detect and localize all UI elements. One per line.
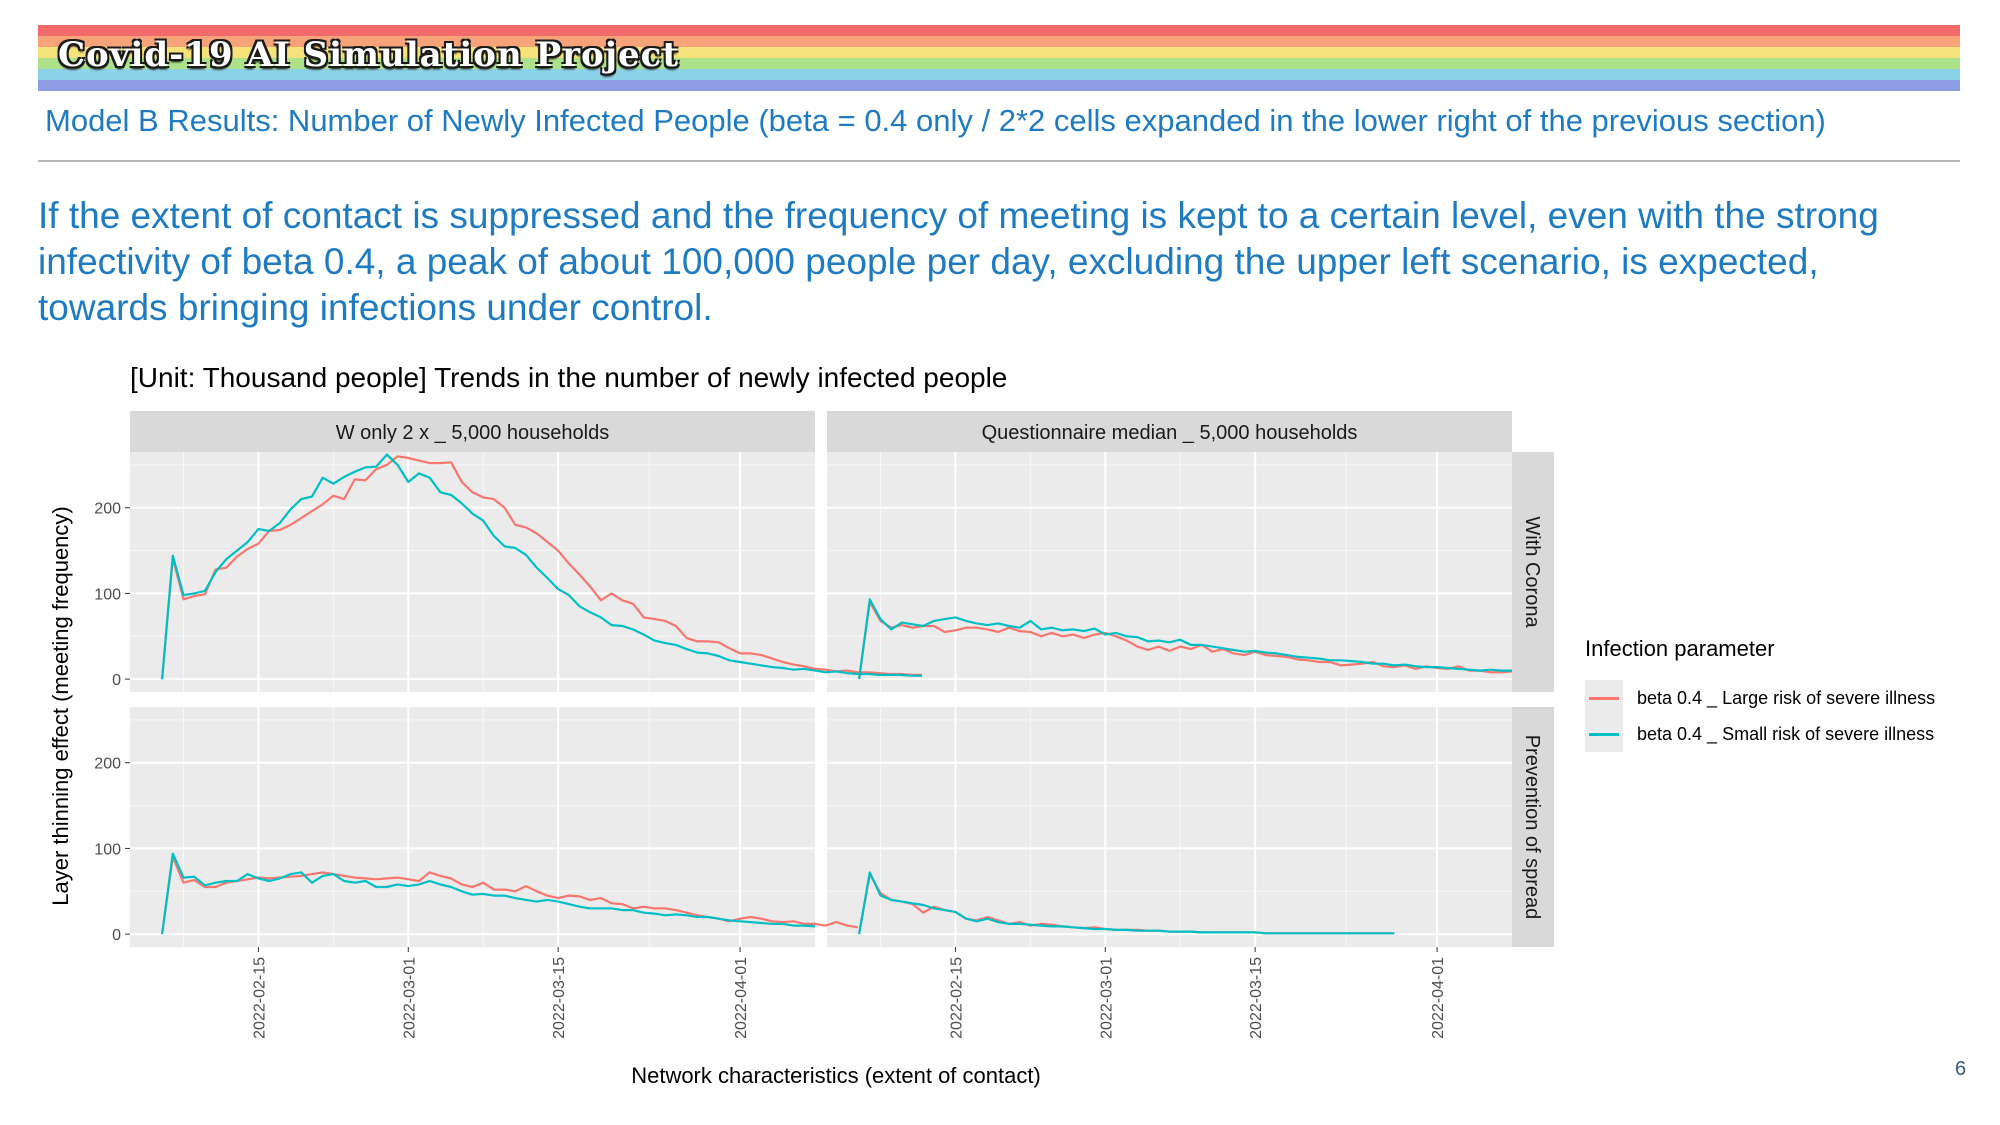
rainbow-banner: Covid-19 AI Simulation Project [38,25,1960,91]
x-tick-label: 2022-04-01 [1430,957,1447,1039]
legend-item: beta 0.4 _ Small risk of severe illness [1585,716,1935,752]
banner-title: Covid-19 AI Simulation Project [58,35,680,75]
facet-strip [827,411,1512,452]
x-tick-label: 2022-03-15 [551,957,568,1039]
series-line [161,455,922,680]
chart-title: [Unit: Thousand people] Trends in the nu… [130,362,1008,393]
facet-strip [130,411,815,452]
legend-key [1585,716,1623,752]
facet-label: With Corona [1521,516,1543,628]
legend-label: beta 0.4 _ Large risk of severe illness [1637,687,1936,708]
x-tick-label: 2022-02-15 [948,957,965,1039]
facet-strip [1512,452,1554,692]
legend-label: beta 0.4 _ Small risk of severe illness [1637,723,1935,744]
y-axis-title: Layer thinning effect (meeting frequency… [48,506,73,906]
slide-subtitle: Model B Results: Number of Newly Infecte… [45,103,1826,138]
x-tick-label: 2022-03-01 [401,957,418,1039]
legend-title: Infection parameter [1585,636,1775,661]
series-line [161,453,922,680]
panel-background [827,707,1512,947]
facet-label: Questionnaire median _ 5,000 households [982,422,1358,444]
y-tick-label: 100 [94,841,121,858]
y-tick-label: 100 [94,586,121,603]
chart-legend: Infection parameter beta 0.4 _ Large ris… [1585,636,1935,752]
x-tick-label: 2022-04-01 [733,957,750,1039]
x-axis-title: Network characteristics (extent of conta… [631,1063,1041,1088]
x-tick-label: 2022-02-15 [251,957,268,1039]
panel-background [130,707,815,947]
series-line [858,871,1395,935]
banner-stripe [38,36,1960,47]
panel-background [827,452,1512,692]
panel-background [130,452,815,692]
legend-key [1585,680,1623,716]
lead-text: If the extent of contact is suppressed a… [38,195,1879,328]
legend-item: beta 0.4 _ Large risk of severe illness [1585,680,1935,716]
facet-strip [1512,707,1554,947]
y-tick-label: 200 [94,501,121,518]
facet-label: W only 2 x _ 5,000 households [336,422,610,444]
x-tick-label: 2022-03-01 [1098,957,1115,1039]
facet-label: Prevention of spread [1521,735,1543,920]
banner-stripe [38,80,1960,91]
banner-stripe [38,25,1960,36]
banner-stripe [38,58,1960,69]
banner-stripe [38,69,1960,80]
page-number: 6 [1955,1058,1967,1080]
series-line [858,598,1512,680]
y-tick-label: 0 [112,672,121,689]
series-line [161,852,816,935]
banner-stripe [38,47,1960,58]
y-tick-label: 0 [112,927,121,944]
divider [38,160,1960,162]
y-tick-label: 200 [94,756,121,773]
x-tick-label: 2022-03-15 [1248,957,1265,1039]
